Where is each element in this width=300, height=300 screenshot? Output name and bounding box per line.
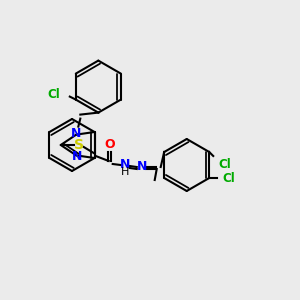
Text: Cl: Cl — [219, 158, 232, 172]
Text: N: N — [136, 160, 147, 173]
Text: N: N — [72, 150, 83, 163]
Text: N: N — [71, 127, 82, 140]
Text: N: N — [119, 158, 130, 172]
Text: Cl: Cl — [223, 172, 236, 184]
Text: S: S — [74, 138, 84, 152]
Text: O: O — [104, 139, 115, 152]
Text: Cl: Cl — [47, 88, 60, 101]
Text: H: H — [121, 167, 129, 177]
